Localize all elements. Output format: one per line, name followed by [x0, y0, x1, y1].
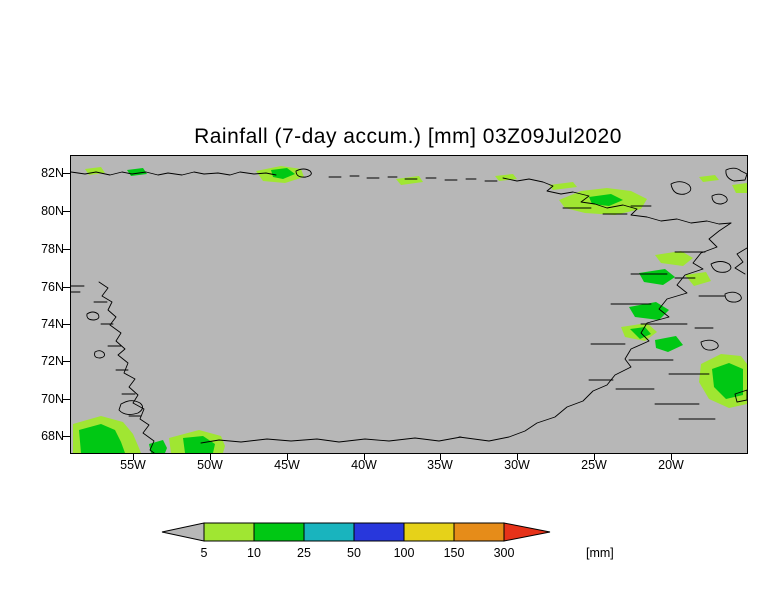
lat-tick [62, 324, 70, 325]
coastline-fjords-west [71, 285, 142, 417]
lat-tick-label: 72N [41, 354, 64, 368]
lat-tick-label: 70N [41, 392, 64, 406]
lon-tick [517, 453, 518, 460]
lon-tick-label: 25W [581, 458, 607, 472]
rain-patch [685, 272, 711, 286]
rain-patch [629, 302, 669, 320]
colorbar-segment [203, 522, 255, 542]
coastline-dashes [328, 175, 498, 182]
rain-patch [655, 336, 683, 352]
coastline-island [725, 167, 747, 182]
rain-patch [396, 176, 423, 185]
colorbar-segment [303, 522, 355, 542]
lat-tick [62, 211, 70, 212]
lat-tick [62, 361, 70, 362]
colorbar-level-label: 100 [394, 546, 415, 560]
colorbar-right-arrow [503, 522, 551, 542]
lat-tick [62, 173, 70, 174]
lon-tick [440, 453, 441, 460]
colorbar-level-label: 5 [201, 546, 208, 560]
colorbar-segment [353, 522, 405, 542]
lon-tick-label: 40W [351, 458, 377, 472]
rain-patch [712, 363, 743, 399]
coastline-island [670, 181, 692, 195]
coastline-island [711, 193, 728, 205]
colorbar-left-arrow [161, 522, 205, 542]
lon-tick [594, 453, 595, 460]
lon-tick-label: 50W [197, 458, 223, 472]
chart-title: Rainfall (7-day accum.) [mm] 03Z09Jul202… [194, 125, 622, 148]
lat-tick-label: 68N [41, 429, 64, 443]
map-plot [70, 155, 748, 454]
map-svg [71, 156, 747, 453]
coastline-island [94, 350, 105, 359]
rain-patch [183, 436, 215, 453]
coastline-west [98, 281, 155, 453]
lon-tick-label: 35W [427, 458, 453, 472]
colorbar-level-label: 10 [247, 546, 261, 560]
lon-tick-label: 30W [504, 458, 530, 472]
lon-tick-label: 20W [658, 458, 684, 472]
rain-patch [79, 424, 125, 453]
rain-patch [639, 269, 675, 285]
colorbar: 5 10 25 50 100 150 300 [mm] [161, 522, 614, 560]
colorbar-segment [253, 522, 305, 542]
coastline-island [86, 311, 100, 321]
coastline-east [458, 222, 732, 442]
colorbar-level-label: 150 [444, 546, 465, 560]
rain-patch [732, 183, 747, 193]
coastline-fjords-east [588, 251, 726, 420]
rain-patch [699, 175, 719, 182]
lat-tick-label: 76N [41, 280, 64, 294]
colorbar-level-label: 50 [347, 546, 361, 560]
rain-patch [549, 182, 577, 190]
coastline-island [710, 261, 732, 273]
lat-tick [62, 287, 70, 288]
lon-tick-label: 55W [120, 458, 146, 472]
lon-tick [364, 453, 365, 460]
rain-patch [630, 327, 651, 339]
rain-patch [271, 168, 295, 179]
lon-tick-label: 45W [274, 458, 300, 472]
lat-tick-label: 80N [41, 204, 64, 218]
lon-tick [671, 453, 672, 460]
coastline-north-west [71, 171, 277, 176]
lat-tick-label: 78N [41, 242, 64, 256]
coastline-north-east [502, 177, 732, 225]
lon-tick [133, 453, 134, 460]
lat-tick [62, 436, 70, 437]
colorbar-units-label: [mm] [586, 546, 614, 560]
coastline-island [724, 291, 742, 303]
coastline-island [118, 400, 143, 415]
lon-tick [210, 453, 211, 460]
lat-tick-label: 82N [41, 166, 64, 180]
coastline-fjords-ne [562, 205, 652, 215]
rain-patch [655, 251, 693, 266]
colorbar-segment [403, 522, 455, 542]
coastline-layer [71, 167, 747, 453]
colorbar-level-label: 300 [494, 546, 515, 560]
coastline-island [700, 339, 719, 351]
lat-tick [62, 399, 70, 400]
rain-patch [149, 440, 167, 453]
coastline-island [295, 168, 312, 178]
colorbar-segment [453, 522, 505, 542]
coastline-island [734, 389, 747, 403]
lat-tick-label: 74N [41, 317, 64, 331]
coastline-right-edge [734, 247, 747, 275]
coastline-south [200, 436, 462, 444]
lon-tick [287, 453, 288, 460]
rain-patch [589, 194, 623, 206]
colorbar-level-label: 25 [297, 546, 311, 560]
lat-tick [62, 249, 70, 250]
rain-patch [495, 174, 517, 181]
